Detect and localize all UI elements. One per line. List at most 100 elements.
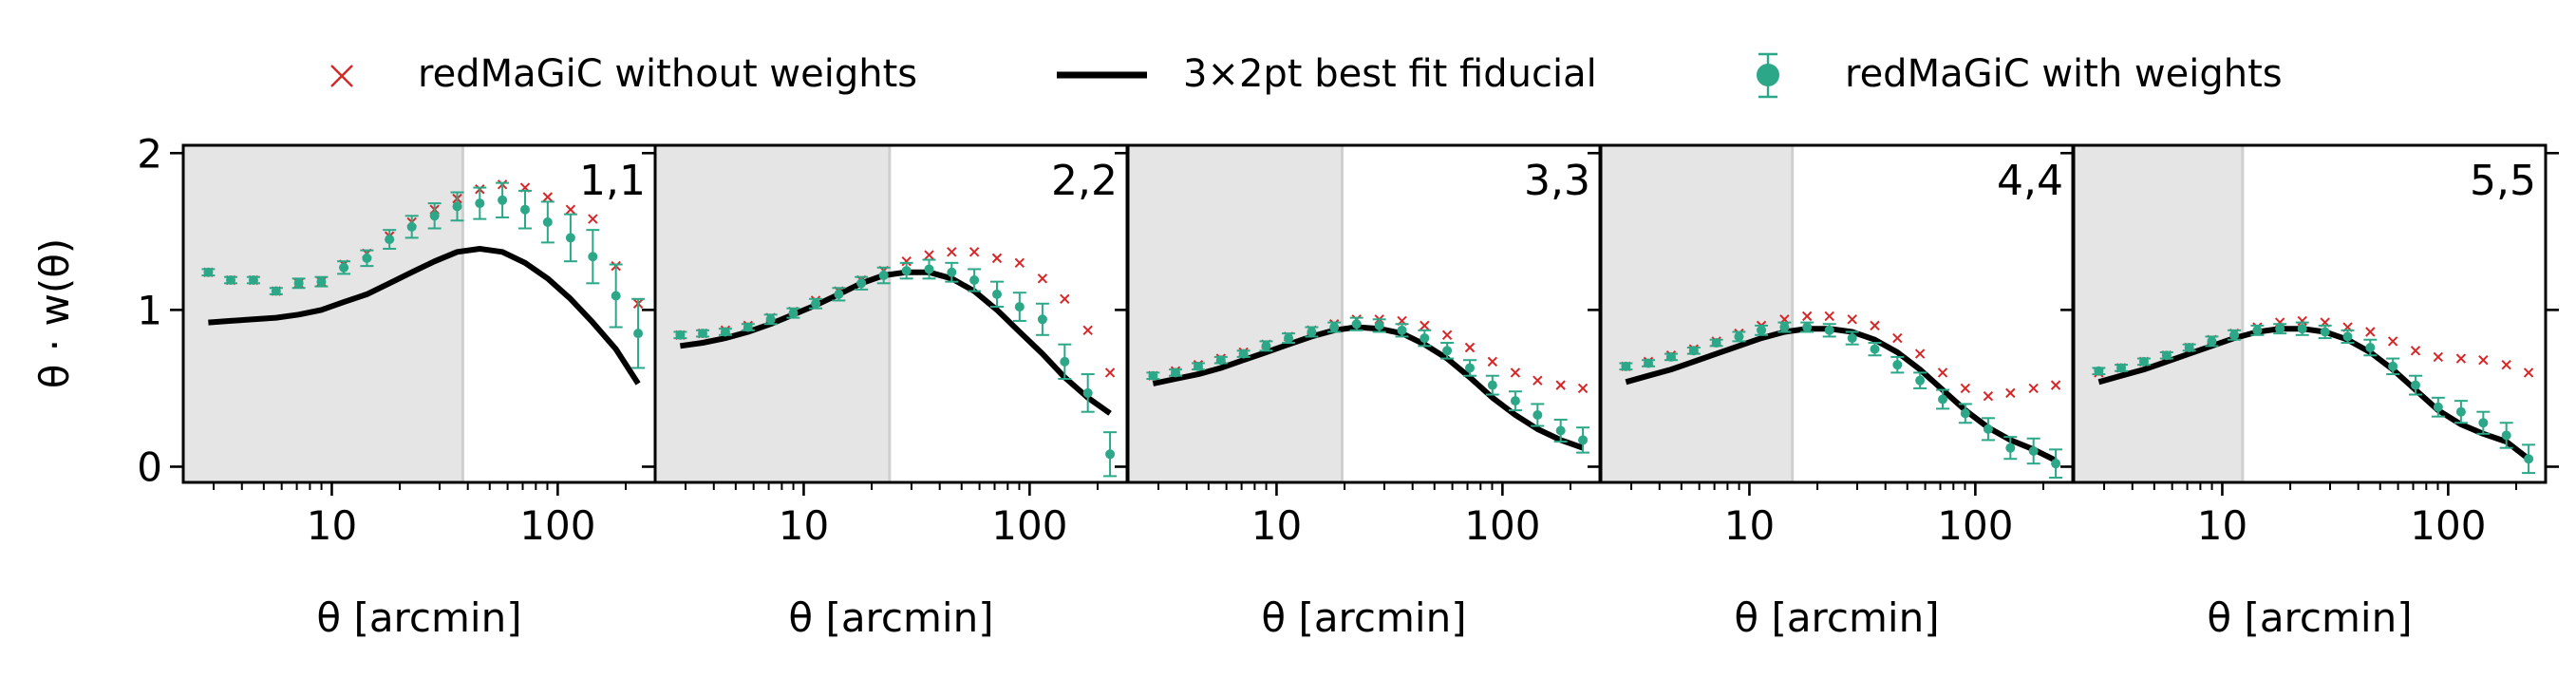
point-without-weights: [1983, 390, 1994, 402]
marker-stroke: [1104, 367, 1116, 378]
legend-marker-without: [330, 65, 353, 87]
point-without-weights: [1082, 325, 1093, 336]
point-with-weights: [2476, 410, 2491, 435]
data-point: [2094, 366, 2104, 376]
point-without-weights: [1892, 332, 1903, 344]
point-with-weights: [741, 322, 755, 332]
point-with-weights: [1372, 318, 1386, 333]
point-with-weights: [1981, 417, 1995, 442]
marker-stroke: [1892, 332, 1903, 344]
data-point: [1193, 361, 1203, 371]
point-with-weights: [1395, 323, 1409, 338]
data-point: [406, 221, 417, 232]
data-point: [1014, 302, 1025, 312]
point-with-weights: [586, 229, 600, 285]
point-with-weights: [2250, 324, 2265, 336]
data-point: [248, 275, 258, 285]
data-point: [969, 275, 980, 285]
data-point: [1171, 367, 1181, 378]
point-without-weights: [2365, 327, 2376, 337]
data-point: [1824, 325, 1834, 335]
point-with-weights: [2295, 321, 2309, 336]
point-without-weights: [1037, 273, 1048, 284]
point-with-weights: [1686, 346, 1701, 356]
data-point: [1105, 449, 1116, 460]
marker-stroke: [2478, 355, 2489, 366]
point-without-weights: [2297, 315, 2307, 327]
legend-label-without: redMaGiC without weights: [418, 52, 917, 96]
point-with-weights: [1732, 330, 1746, 343]
y-axis-label: θ · w(θ): [31, 238, 78, 389]
data-point: [765, 314, 776, 325]
point-with-weights: [2431, 396, 2445, 418]
data-point: [1329, 322, 1340, 332]
y-tick-label: 0: [137, 443, 162, 490]
marker-stroke: [1037, 273, 1048, 284]
point-with-weights: [673, 330, 687, 340]
data-point: [1621, 361, 1631, 371]
data-point: [991, 289, 1002, 299]
data-point: [1915, 375, 1926, 386]
x-axis-label: θ [arcmin]: [316, 594, 521, 641]
data-point: [1578, 435, 1589, 445]
y-tick-label: 2: [137, 130, 162, 177]
point-without-weights: [2050, 380, 2061, 390]
point-with-weights: [1081, 373, 1095, 413]
x-tick-label: 100: [2410, 502, 2486, 549]
point-with-weights: [201, 267, 216, 277]
point-without-weights: [1104, 367, 1116, 378]
point-with-weights: [1035, 302, 1049, 336]
point-with-weights: [314, 275, 329, 288]
data-point: [293, 278, 304, 289]
panel-label: 5,5: [2470, 157, 2536, 205]
panel-label: 2,2: [1051, 157, 1118, 205]
data-point: [2410, 380, 2420, 390]
marker-stroke: [2005, 387, 2016, 399]
point-with-weights: [1913, 371, 1927, 389]
point-with-weights: [809, 297, 823, 310]
data-point: [1555, 425, 1566, 436]
point-with-weights: [1619, 361, 1633, 371]
panel-frame: [2072, 143, 2548, 484]
x-axis-label: θ [arcmin]: [788, 594, 993, 641]
best-fit-line: [1152, 324, 1585, 451]
data-point: [1351, 319, 1362, 330]
point-without-weights: [1801, 311, 1813, 322]
point-with-weights: [291, 277, 306, 290]
point-with-weights: [1777, 321, 1792, 333]
point-with-weights: [832, 287, 846, 302]
data-point: [2275, 324, 2285, 334]
panel-2: 10 100 θ [arcmin] 2,2: [642, 143, 1140, 641]
point-with-weights: [763, 313, 778, 326]
point-with-weights: [855, 275, 869, 291]
x-tick-label: 10: [307, 502, 357, 549]
data-point: [698, 329, 708, 339]
point-with-weights: [876, 266, 891, 285]
best-fit-line: [208, 246, 641, 386]
data-point: [429, 211, 440, 221]
marker-stroke: [1577, 383, 1589, 394]
marker-stroke: [2387, 336, 2398, 347]
data-point: [924, 264, 934, 274]
point-without-weights: [1060, 293, 1070, 305]
data-point: [1711, 338, 1721, 348]
data-point: [2342, 331, 2353, 342]
point-with-weights: [1012, 292, 1026, 322]
point-with-weights: [2049, 448, 2063, 480]
point-with-weights: [1305, 326, 1319, 338]
marker-stroke: [1464, 342, 1476, 353]
marker-stroke: [2455, 353, 2467, 364]
point-without-weights: [1532, 375, 1543, 386]
point-without-weights: [2478, 355, 2489, 366]
point-with-weights: [224, 275, 238, 285]
data-point: [498, 195, 508, 205]
point-with-weights: [1531, 403, 1545, 427]
data-point: [878, 271, 889, 281]
data-point: [788, 308, 799, 318]
data-point: [743, 322, 753, 332]
data-point: [2207, 336, 2217, 347]
panel-4: 10 100 θ [arcmin] 4,4: [1588, 143, 2086, 641]
panel-5: 10 100 θ [arcmin] 5,5: [2060, 143, 2559, 641]
x-tick-label: 10: [1724, 502, 1775, 549]
marker-stroke: [924, 250, 934, 260]
